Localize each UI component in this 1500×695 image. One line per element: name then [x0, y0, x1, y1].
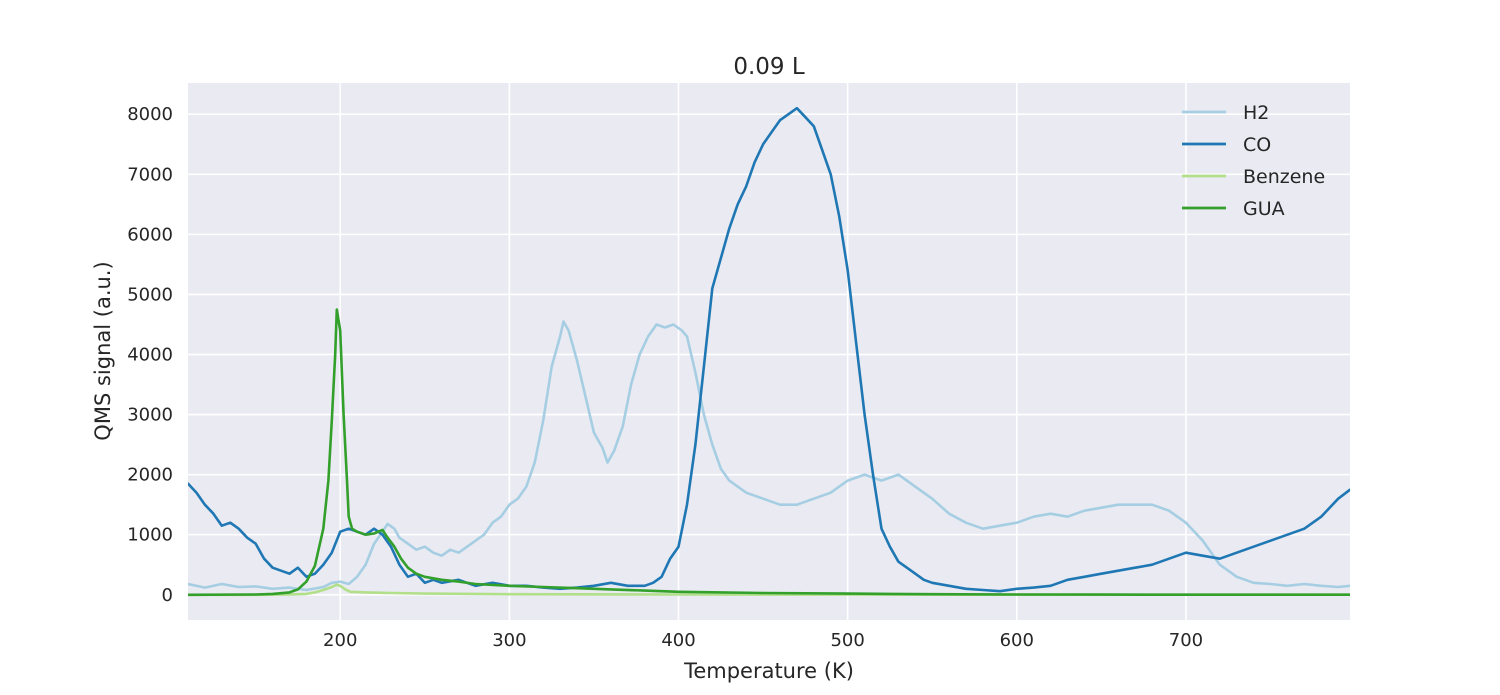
y-tick-label: 6000 — [127, 224, 173, 245]
plot-background — [188, 83, 1350, 620]
series-line-gua — [188, 308, 1350, 597]
x-tick-label: 600 — [1000, 630, 1034, 651]
y-tick-label: 5000 — [127, 284, 173, 305]
series-layer — [188, 106, 1350, 597]
x-tick-label: 200 — [323, 630, 357, 651]
legend-label-benzene: Benzene — [1243, 166, 1325, 188]
gridlines — [188, 83, 1350, 620]
y-tick-label: 3000 — [127, 405, 173, 426]
series-line-benzene — [188, 583, 1350, 597]
x-axis-label: Temperature (K) — [683, 659, 854, 683]
series-line-h2 — [188, 320, 1350, 592]
x-tick-labels: 200 300 400 500 600 700 — [323, 630, 1203, 651]
legend-label-gua: GUA — [1243, 198, 1285, 220]
y-tick-label: 8000 — [127, 104, 173, 125]
y-tick-label: 1000 — [127, 525, 173, 546]
x-tick-label: 700 — [1169, 630, 1203, 651]
y-tick-label: 0 — [162, 585, 173, 606]
y-axis-label: QMS signal (a.u.) — [91, 261, 115, 440]
legend: H2 CO Benzene GUA — [1182, 102, 1325, 220]
y-tick-label: 2000 — [127, 465, 173, 486]
y-tick-labels: 0 1000 2000 3000 4000 5000 6000 7000 8000 — [127, 104, 173, 606]
legend-label-co: CO — [1243, 134, 1271, 156]
chart-title: 0.09 L — [733, 54, 805, 80]
x-tick-label: 300 — [492, 630, 526, 651]
x-tick-label: 500 — [830, 630, 864, 651]
series-line-co — [188, 106, 1350, 593]
y-tick-label: 4000 — [127, 345, 173, 366]
y-tick-label: 7000 — [127, 164, 173, 185]
x-tick-label: 400 — [661, 630, 695, 651]
legend-label-h2: H2 — [1243, 102, 1269, 124]
